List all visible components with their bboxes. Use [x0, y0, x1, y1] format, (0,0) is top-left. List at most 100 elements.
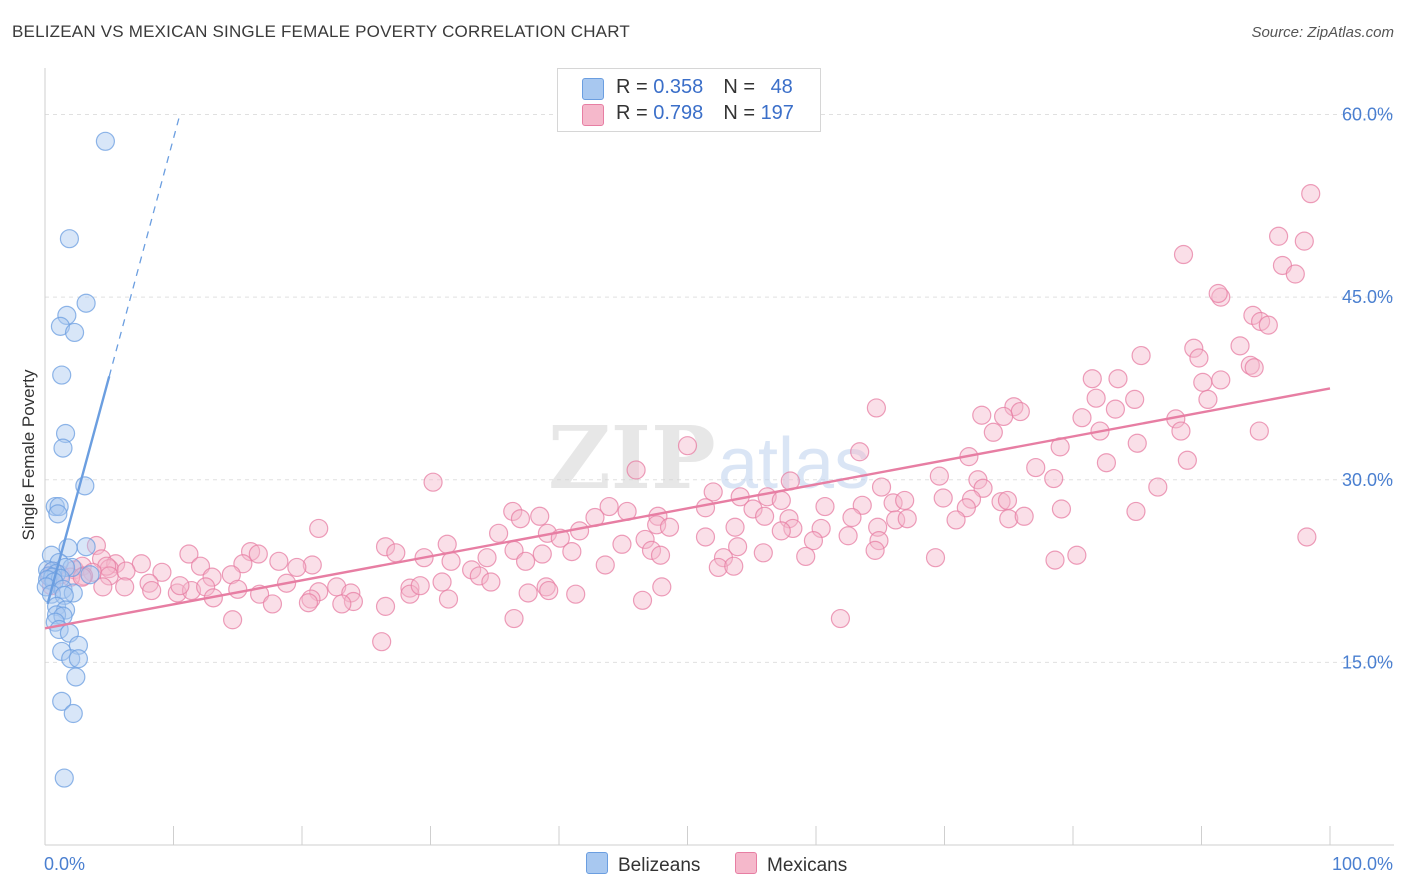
legend-r-label: R =	[616, 102, 654, 124]
data-point-mexicans	[1171, 421, 1191, 441]
data-point-mexicans	[1184, 338, 1204, 358]
legend-n-label: N =	[723, 76, 761, 98]
data-point-mexicans	[865, 540, 885, 560]
data-point-mexicans	[462, 560, 482, 580]
data-point-mexicans	[1297, 527, 1317, 547]
data-point-mexicans	[724, 556, 744, 576]
tick-labels: 15.0% 30.0% 45.0% 60.0% 0.0% 100.0%	[44, 105, 1393, 874]
data-point-mexicans	[489, 523, 509, 543]
data-point-mexicans	[703, 482, 723, 502]
data-point-belizeans	[49, 496, 69, 517]
data-point-mexicans	[179, 544, 199, 564]
watermark: ZIP atlas	[548, 408, 870, 509]
data-point-mexicans	[999, 509, 1019, 529]
data-point-mexicans	[536, 577, 556, 597]
data-point-mexicans	[1211, 287, 1231, 307]
data-point-mexicans	[632, 590, 653, 610]
trend-line-belizeans	[46, 375, 111, 605]
data-point-mexicans	[612, 534, 632, 554]
data-point-mexicans	[298, 593, 319, 613]
data-point-mexicans	[1294, 231, 1314, 251]
data-point-mexicans	[1125, 389, 1145, 410]
data-point-belizeans	[46, 605, 67, 625]
data-point-mexicans	[972, 405, 992, 425]
data-point-mexicans	[1198, 389, 1218, 410]
data-point-mexicans	[695, 498, 716, 518]
legend-label-mexicans: Mexicans	[767, 855, 848, 876]
data-point-mexicans	[650, 545, 671, 565]
trend-lines	[44, 114, 1331, 630]
data-point-mexicans	[287, 557, 307, 578]
data-point-mexicans	[635, 529, 655, 550]
data-point-mexicans	[677, 436, 698, 456]
data-point-mexicans	[372, 632, 392, 652]
data-point-mexicans	[626, 460, 646, 480]
data-point-mexicans	[830, 608, 851, 629]
data-point-mexicans	[1177, 450, 1197, 470]
data-point-belizeans	[55, 423, 76, 444]
data-point-mexicans	[1072, 408, 1092, 428]
data-point-belizeans	[68, 649, 89, 669]
data-point-mexicans	[811, 518, 831, 539]
data-point-mexicans	[1108, 369, 1128, 389]
y-tick-label: 45.0%	[1342, 287, 1393, 307]
data-point-mexicans	[1045, 550, 1065, 570]
data-point-mexicans	[1193, 372, 1213, 392]
data-point-belizeans	[53, 438, 73, 458]
data-point-mexicans	[1189, 348, 1209, 368]
legend-swatch-belizeans	[582, 78, 604, 100]
data-point-mexicans	[1173, 244, 1194, 265]
data-point-mexicans	[838, 526, 858, 546]
data-point-mexicans	[1067, 545, 1087, 565]
data-point-belizeans	[54, 585, 74, 606]
x-tick-label: 100.0%	[1332, 854, 1393, 874]
data-point-mexicans	[871, 477, 892, 497]
data-point-mexicans	[504, 608, 524, 629]
data-point-belizeans	[57, 305, 77, 326]
data-point-mexicans	[152, 562, 172, 582]
legend-n-value: 48	[770, 76, 793, 98]
data-point-belizeans	[66, 667, 86, 687]
legend-swatch-belizeans	[586, 852, 608, 874]
data-point-belizeans	[53, 579, 73, 599]
data-point-mexicans	[994, 406, 1014, 427]
data-point-mexicans	[771, 490, 791, 511]
data-point-mexicans	[566, 584, 586, 604]
data-point-mexicans	[728, 537, 748, 557]
data-point-belizeans	[76, 537, 96, 557]
data-point-mexicans	[309, 518, 329, 539]
data-point-mexicans	[708, 557, 728, 578]
y-tick-label: 60.0%	[1342, 105, 1393, 125]
data-point-mexicans	[771, 521, 791, 541]
data-point-mexicans	[432, 572, 452, 592]
legend-n-label: N =	[723, 102, 761, 124]
data-point-mexicans	[139, 573, 159, 593]
data-point-mexicans	[850, 442, 870, 462]
data-point-mexicans	[803, 531, 824, 551]
data-point-mexicans	[343, 591, 363, 612]
data-point-mexicans	[332, 594, 352, 614]
data-point-mexicans	[796, 546, 816, 567]
data-point-belizeans	[76, 293, 96, 313]
axes	[44, 68, 1394, 846]
data-point-mexicans	[1126, 501, 1146, 522]
data-point-mexicans	[532, 544, 552, 564]
data-point-mexicans	[925, 548, 946, 568]
data-point-mexicans	[946, 510, 966, 530]
data-point-mexicans	[1127, 433, 1147, 453]
x-tick-label: 0.0%	[44, 854, 85, 874]
data-point-mexicans	[1131, 345, 1151, 366]
data-point-mexicans	[754, 506, 775, 526]
y-axis-label: Single Female Poverty	[19, 369, 38, 541]
y-tick-label: 30.0%	[1342, 470, 1393, 490]
data-point-mexicans	[437, 534, 457, 554]
data-point-mexicans	[1211, 370, 1231, 390]
legend-n-value: 197	[760, 102, 794, 124]
data-point-mexicans	[929, 466, 949, 486]
data-point-belizeans	[52, 365, 72, 385]
data-point-mexicans	[481, 572, 501, 592]
data-point-belizeans	[63, 703, 83, 724]
data-point-mexicans	[991, 492, 1011, 512]
legend-swatch-mexicans	[735, 852, 757, 874]
